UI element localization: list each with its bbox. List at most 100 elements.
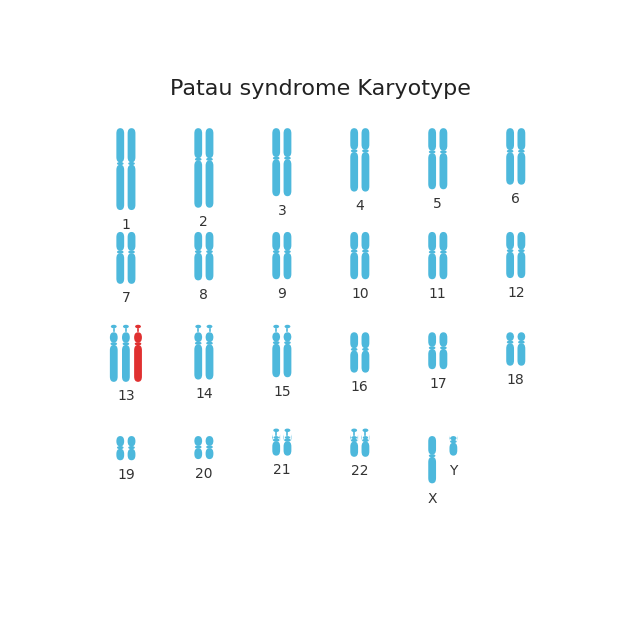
Ellipse shape <box>274 325 279 328</box>
Ellipse shape <box>518 150 525 153</box>
Ellipse shape <box>362 250 369 253</box>
Ellipse shape <box>507 249 513 252</box>
Text: 21: 21 <box>273 463 290 477</box>
Ellipse shape <box>440 250 447 254</box>
Ellipse shape <box>273 250 280 254</box>
FancyBboxPatch shape <box>351 351 358 372</box>
FancyBboxPatch shape <box>506 252 514 278</box>
Ellipse shape <box>351 429 357 432</box>
FancyBboxPatch shape <box>284 441 291 456</box>
Ellipse shape <box>123 342 129 346</box>
FancyBboxPatch shape <box>428 332 436 347</box>
Text: 17: 17 <box>429 377 446 391</box>
FancyBboxPatch shape <box>351 332 358 348</box>
FancyBboxPatch shape <box>449 435 457 441</box>
Ellipse shape <box>507 150 513 153</box>
FancyBboxPatch shape <box>194 344 202 379</box>
FancyBboxPatch shape <box>116 128 124 162</box>
FancyBboxPatch shape <box>351 252 358 279</box>
FancyBboxPatch shape <box>205 344 213 379</box>
FancyBboxPatch shape <box>518 232 525 250</box>
FancyBboxPatch shape <box>284 232 291 250</box>
Text: 12: 12 <box>507 285 525 300</box>
FancyBboxPatch shape <box>272 441 280 456</box>
Ellipse shape <box>518 341 525 344</box>
Ellipse shape <box>206 342 213 345</box>
Ellipse shape <box>128 162 135 165</box>
Ellipse shape <box>117 162 123 165</box>
FancyBboxPatch shape <box>194 128 202 158</box>
Ellipse shape <box>207 325 212 328</box>
FancyBboxPatch shape <box>205 160 213 208</box>
FancyBboxPatch shape <box>272 232 280 250</box>
FancyBboxPatch shape <box>116 436 124 446</box>
Ellipse shape <box>351 149 357 153</box>
FancyBboxPatch shape <box>116 165 124 210</box>
FancyBboxPatch shape <box>272 253 280 279</box>
FancyBboxPatch shape <box>272 159 280 196</box>
FancyBboxPatch shape <box>506 152 514 185</box>
Text: 7: 7 <box>121 291 130 305</box>
FancyBboxPatch shape <box>128 253 135 284</box>
Text: 1: 1 <box>121 218 130 232</box>
Ellipse shape <box>110 342 117 346</box>
FancyBboxPatch shape <box>439 254 448 279</box>
FancyBboxPatch shape <box>284 344 291 377</box>
FancyBboxPatch shape <box>272 332 280 342</box>
Ellipse shape <box>362 348 369 351</box>
FancyBboxPatch shape <box>284 434 291 441</box>
Text: 16: 16 <box>351 380 369 394</box>
FancyBboxPatch shape <box>205 232 213 250</box>
Ellipse shape <box>429 150 436 153</box>
Ellipse shape <box>351 439 357 442</box>
FancyBboxPatch shape <box>362 252 369 279</box>
FancyBboxPatch shape <box>194 232 202 250</box>
Ellipse shape <box>123 325 129 328</box>
Text: Patau syndrome Karyotype: Patau syndrome Karyotype <box>170 79 471 99</box>
Text: 6: 6 <box>511 192 520 206</box>
Ellipse shape <box>284 156 291 160</box>
FancyBboxPatch shape <box>122 332 130 342</box>
Ellipse shape <box>518 249 525 252</box>
Text: 11: 11 <box>429 287 447 300</box>
FancyBboxPatch shape <box>351 152 358 192</box>
FancyBboxPatch shape <box>134 345 142 382</box>
Ellipse shape <box>128 446 135 449</box>
FancyBboxPatch shape <box>272 434 280 441</box>
FancyBboxPatch shape <box>449 443 457 456</box>
Ellipse shape <box>429 454 436 458</box>
Text: 14: 14 <box>195 387 213 401</box>
Ellipse shape <box>206 158 213 161</box>
FancyBboxPatch shape <box>351 434 358 441</box>
Text: 10: 10 <box>351 287 369 300</box>
FancyBboxPatch shape <box>284 128 291 157</box>
FancyBboxPatch shape <box>128 436 135 446</box>
FancyBboxPatch shape <box>506 343 514 366</box>
FancyBboxPatch shape <box>439 232 448 251</box>
FancyBboxPatch shape <box>428 153 436 189</box>
FancyBboxPatch shape <box>194 160 202 208</box>
FancyBboxPatch shape <box>428 349 436 369</box>
Ellipse shape <box>362 429 368 432</box>
FancyBboxPatch shape <box>362 128 369 150</box>
FancyBboxPatch shape <box>116 232 124 251</box>
FancyBboxPatch shape <box>134 332 142 342</box>
FancyBboxPatch shape <box>128 449 135 460</box>
FancyBboxPatch shape <box>128 165 135 210</box>
Ellipse shape <box>117 250 123 254</box>
FancyBboxPatch shape <box>518 128 525 150</box>
FancyBboxPatch shape <box>518 152 525 185</box>
Ellipse shape <box>284 341 291 344</box>
Ellipse shape <box>351 250 357 253</box>
Ellipse shape <box>195 325 201 328</box>
FancyBboxPatch shape <box>351 232 358 250</box>
FancyBboxPatch shape <box>284 159 291 196</box>
Text: 18: 18 <box>507 373 525 387</box>
FancyBboxPatch shape <box>428 457 436 483</box>
Text: 2: 2 <box>200 215 208 229</box>
Ellipse shape <box>507 341 513 344</box>
Ellipse shape <box>195 158 202 161</box>
Ellipse shape <box>195 250 202 254</box>
FancyBboxPatch shape <box>506 128 514 150</box>
FancyBboxPatch shape <box>116 449 124 460</box>
